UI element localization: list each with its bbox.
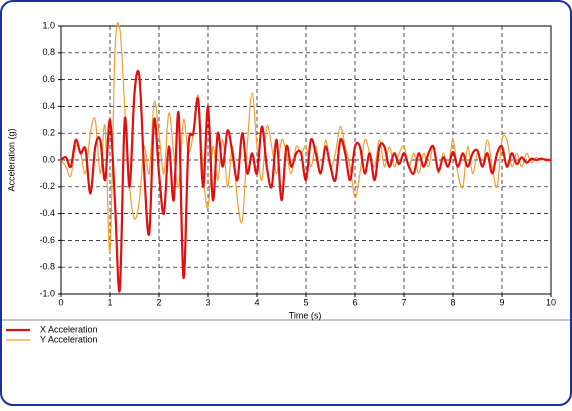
y-tick-label: 0.6 bbox=[42, 74, 55, 84]
y-tick-label: -0.2 bbox=[39, 181, 55, 191]
x-tick-label: 0 bbox=[58, 297, 63, 307]
x-tick-label: 3 bbox=[205, 297, 210, 307]
x-tick-label: 9 bbox=[499, 297, 504, 307]
legend-label: X Acceleration bbox=[40, 324, 98, 334]
y-tick-label: -0.8 bbox=[39, 262, 55, 272]
series-line bbox=[60, 70, 552, 293]
y-tick-label: 0.4 bbox=[42, 101, 55, 111]
x-tick-label: 8 bbox=[450, 297, 455, 307]
x-tick-label: 7 bbox=[401, 297, 406, 307]
y-tick-label: -1.0 bbox=[39, 288, 55, 298]
x-tick-label: 6 bbox=[352, 297, 357, 307]
y-tick-label: -0.4 bbox=[39, 208, 55, 218]
legend-label: Y Acceleration bbox=[40, 334, 97, 344]
x-tick-label: 2 bbox=[156, 297, 161, 307]
x-tick-label: 10 bbox=[546, 297, 556, 307]
x-tick-label: 5 bbox=[303, 297, 308, 307]
y-axis-label: Acceleration (g) bbox=[6, 128, 16, 191]
y-tick-label: 0.0 bbox=[42, 154, 55, 164]
x-tick-label: 1 bbox=[107, 297, 112, 307]
y-tick-label: 0.2 bbox=[42, 128, 55, 138]
x-tick-label: 4 bbox=[254, 297, 259, 307]
y-tick-label: 0.8 bbox=[42, 47, 55, 57]
y-tick-label: -0.6 bbox=[39, 235, 55, 245]
x-axis-label: Time (s) bbox=[289, 310, 322, 320]
y-tick-label: 1.0 bbox=[42, 20, 55, 30]
